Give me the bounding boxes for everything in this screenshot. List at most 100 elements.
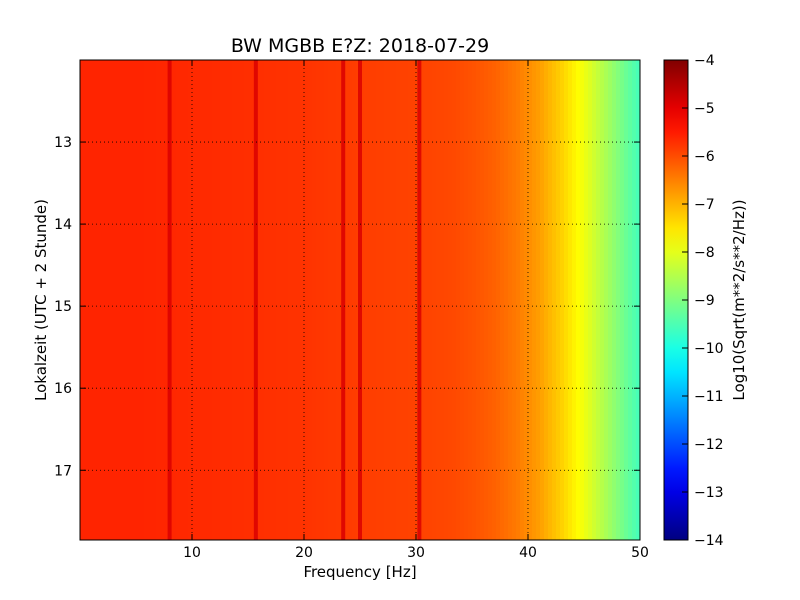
heatmap-column (364, 60, 369, 540)
heatmap-column (332, 60, 337, 540)
heatmap-column (440, 60, 445, 540)
heatmap-column (564, 60, 569, 540)
heatmap-column (264, 60, 269, 540)
heatmap-column (476, 60, 481, 540)
heatmap-column (360, 60, 365, 540)
heatmap-column (420, 60, 425, 540)
heatmap-column (368, 60, 373, 540)
heatmap-column (396, 60, 401, 540)
heatmap-column (196, 60, 201, 540)
heatmap-column (216, 60, 221, 540)
x-tick-label: 30 (407, 545, 425, 561)
heatmap-column (388, 60, 393, 540)
x-axis-label: Frequency [Hz] (303, 563, 416, 581)
colorbar-tick-label: −11 (694, 389, 724, 405)
heatmap-column (260, 60, 265, 540)
heatmap-column (280, 60, 285, 540)
y-tick-label: 14 (54, 217, 72, 233)
colorbar-tick-label: −14 (694, 533, 724, 549)
heatmap-column (148, 60, 153, 540)
heatmap-column (436, 60, 441, 540)
heatmap-column (556, 60, 561, 540)
heatmap-column (580, 60, 585, 540)
heatmap-column (456, 60, 461, 540)
spectral-line (167, 60, 172, 540)
heatmap-column (224, 60, 229, 540)
plot-frame (79, 59, 641, 541)
heatmap-column (100, 60, 105, 540)
heatmap-column (520, 60, 525, 540)
heatmap-column (132, 60, 137, 540)
heatmap-column (236, 60, 241, 540)
heatmap-column (404, 60, 409, 540)
heatmap-column (448, 60, 453, 540)
x-tick-label: 20 (295, 545, 313, 561)
heatmap-column (232, 60, 237, 540)
heatmap-column (272, 60, 277, 540)
heatmap-column (152, 60, 157, 540)
heatmap-column (104, 60, 109, 540)
heatmap-column (536, 60, 541, 540)
heatmap-column (156, 60, 161, 540)
heatmap-column (288, 60, 293, 540)
heatmap-column (508, 60, 513, 540)
heatmap-column (608, 60, 613, 540)
heatmap-column (400, 60, 405, 540)
heatmap-column (572, 60, 577, 540)
y-tick-label: 13 (54, 135, 72, 151)
heatmap-column (292, 60, 297, 540)
heatmap-column (136, 60, 141, 540)
heatmap-column (604, 60, 609, 540)
colorbar-tick-label: −10 (694, 341, 724, 357)
heatmap-column (328, 60, 333, 540)
heatmap-column (584, 60, 589, 540)
heatmap-column (432, 60, 437, 540)
heatmap-column (372, 60, 377, 540)
heatmap-column (380, 60, 385, 540)
heatmap-column (632, 60, 637, 540)
heatmap-column (92, 60, 97, 540)
chart-title: BW MGBB E?Z: 2018-07-29 (231, 35, 489, 57)
heatmap-column (128, 60, 133, 540)
heatmap-column (568, 60, 573, 540)
heatmap-column (596, 60, 601, 540)
colorbar-axis: −4 −5 −6 −7 −8 −9 −10 −11 −12 −13 −14 (682, 53, 724, 549)
heatmap-column (384, 60, 389, 540)
heatmap-column (116, 60, 121, 540)
heatmap-column (188, 60, 193, 540)
heatmap-column (480, 60, 485, 540)
heatmap-column (160, 60, 165, 540)
heatmap-column (512, 60, 517, 540)
heatmap-column (408, 60, 413, 540)
x-tick-label: 10 (183, 545, 201, 561)
heatmap-column (464, 60, 469, 540)
spectral-line (341, 60, 346, 540)
heatmap-column (516, 60, 521, 540)
heatmap-column (452, 60, 457, 540)
heatmap-column (560, 60, 565, 540)
heatmap-column (576, 60, 581, 540)
heatmap-column (628, 60, 633, 540)
heatmap-column (428, 60, 433, 540)
heatmap-column (192, 60, 197, 540)
heatmap-column (376, 60, 381, 540)
heatmap-column (324, 60, 329, 540)
heatmap-area (80, 60, 640, 540)
heatmap-column (492, 60, 497, 540)
heatmap-column (300, 60, 305, 540)
heatmap-column (200, 60, 205, 540)
heatmap-column (172, 60, 177, 540)
heatmap-column (544, 60, 549, 540)
heatmap-column (240, 60, 245, 540)
x-tick-label: 50 (631, 545, 649, 561)
heatmap-column (108, 60, 113, 540)
heatmap-column (80, 60, 85, 540)
heatmap-column (96, 60, 101, 540)
heatmap-column (504, 60, 509, 540)
heatmap-column (316, 60, 321, 540)
heatmap-column (532, 60, 537, 540)
y-tick-label: 16 (54, 381, 72, 397)
heatmap-column (552, 60, 557, 540)
heatmap-column (228, 60, 233, 540)
